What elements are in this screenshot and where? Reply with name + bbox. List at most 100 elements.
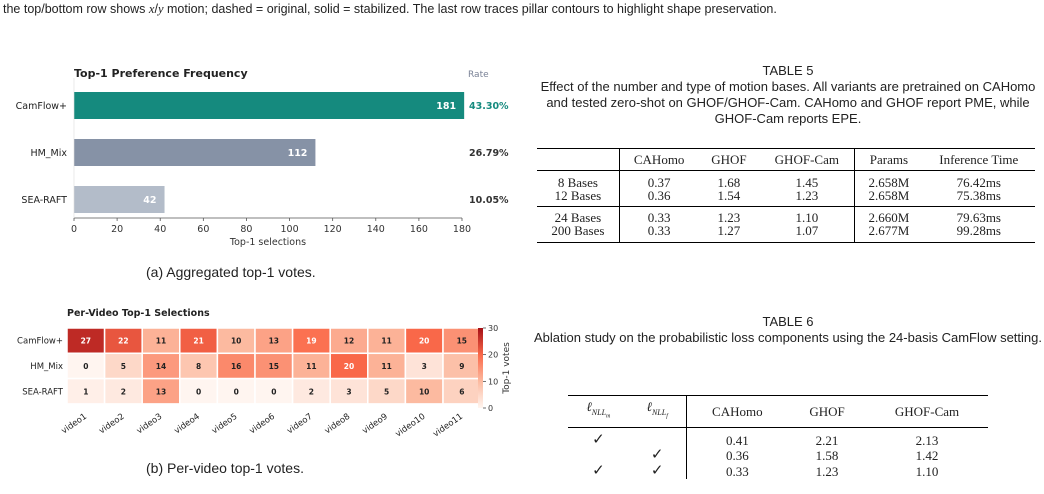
caption-b: (b) Per-video top-1 votes.	[146, 460, 304, 476]
cell-value: 9	[459, 362, 464, 371]
table5-cell: 0.37	[618, 170, 699, 189]
table5-header-cahomo: CAHomo	[618, 148, 699, 171]
table5-cell: 1.07	[795, 223, 819, 238]
bar	[74, 139, 316, 166]
cell-value: 1	[83, 387, 88, 396]
column-label: video4	[173, 412, 202, 437]
colorbar-label: Top-1 votes	[502, 342, 512, 395]
table5-cell: 1.23	[795, 188, 819, 203]
heatmap-title: Per-Video Top-1 Selections	[67, 308, 210, 319]
cell-value: 15	[457, 337, 467, 346]
table5-header-ghofcam: GHOF-Cam	[774, 152, 839, 167]
table5-cell: 1.23	[698, 206, 760, 224]
cell-value: 16	[231, 362, 241, 371]
table6-cell: 1.42	[915, 447, 939, 463]
rate-label: 26.79%	[469, 148, 509, 159]
heatmap-cell	[179, 327, 219, 355]
cell-value: 11	[156, 337, 166, 346]
table6-cell: 2.21	[815, 433, 839, 448]
figure-caption: the top/bottom row shows x/y motion; das…	[3, 2, 777, 16]
heatmap-cell	[442, 327, 482, 355]
cell-value: 13	[269, 337, 279, 346]
table-row: 200 Bases 0.33 1.27 1.07 2.677M 99.28ms	[537, 224, 1035, 243]
column-label: video3	[135, 412, 164, 437]
x-tick-label: 120	[324, 224, 342, 235]
cell-value: 0	[83, 362, 88, 371]
column-label: video1	[60, 412, 89, 437]
table6-header-loss-f: ℓNLLf	[646, 398, 668, 420]
chart-title: Top-1 Preference Frequency	[74, 67, 248, 80]
heatmap-cell	[66, 327, 106, 355]
x-tick-label: 80	[240, 224, 252, 235]
column-label: video9	[361, 412, 390, 437]
cell-value: 22	[118, 337, 128, 346]
heatmap-chart: Per-Video Top-1 Selections CamFlow+ 27 22 1…	[17, 308, 512, 440]
rate-label: 10.05%	[469, 195, 509, 206]
check-icon: ✓	[650, 462, 664, 479]
x-tick-label: 160	[410, 224, 428, 235]
cell-value: 11	[381, 337, 391, 346]
heatmap-cell	[329, 352, 369, 380]
category-label: SEA-RAFT	[21, 195, 67, 206]
table5-cell: 0.36	[618, 189, 699, 207]
heatmap-cell	[404, 377, 444, 405]
cell-value: 3	[346, 387, 351, 396]
colorbar-tick-label: 10	[488, 377, 498, 386]
cell-value: 20	[344, 362, 354, 371]
check-icon: ✓	[592, 432, 605, 448]
heatmap-cell	[66, 377, 106, 405]
table-row: ✓ 0.36 1.58 1.42	[568, 447, 988, 463]
table5-label: TABLE 5	[762, 63, 814, 78]
cell-value: 10	[419, 387, 429, 396]
cell-value: 5	[121, 362, 126, 371]
table5-cell: 0.33	[618, 224, 699, 243]
table6-cell: 0.36	[685, 447, 788, 463]
table5-cell: 79.63ms	[922, 206, 1035, 224]
heatmap-cell	[141, 352, 181, 380]
cell-value: 20	[419, 337, 429, 346]
check-icon: ✓	[592, 462, 605, 479]
table6-label: TABLE 6	[762, 314, 814, 329]
x-tick-label: 40	[154, 224, 166, 235]
table5-header-row: CAHomo GHOF GHOF-Cam Params Inference Ti…	[537, 148, 1035, 171]
table5-cell: 2.677M	[854, 224, 923, 243]
table6-cell: 0.41	[685, 427, 788, 447]
cell-value: 13	[156, 387, 166, 396]
table6-cell-empty	[629, 428, 686, 448]
bar-chart: Top-1 Preference Frequency Rate 0 20 40 60 8…	[16, 67, 509, 248]
x-tick-label: 140	[367, 224, 385, 235]
column-label: video7	[285, 412, 314, 437]
table6-cell: 1.23	[815, 463, 839, 479]
heatmap-cell	[291, 377, 331, 405]
table5-cell: 2.660M	[854, 206, 923, 224]
heatmap-cell	[254, 352, 294, 380]
row-label: SEA-RAFT	[22, 387, 64, 397]
bar	[74, 186, 165, 213]
cell-value: 0	[234, 387, 239, 396]
row-label: HM_Mix	[30, 362, 63, 372]
table5-cell: 200 Bases	[551, 223, 605, 238]
table6-header-ghof: GHOF	[809, 404, 845, 419]
column-label: video6	[248, 412, 277, 437]
table5-header-blank	[537, 149, 619, 171]
column-label: video5	[210, 412, 239, 437]
table6-caption: Ablation study on the probabilistic loss…	[534, 330, 1042, 345]
x-tick-label: 60	[197, 224, 209, 235]
cell-value: 19	[306, 337, 316, 346]
table5-cell: 1.10	[759, 206, 855, 224]
table6-header-loss-m: ℓNLLm	[586, 398, 611, 420]
table5-cell: 1.27	[717, 223, 741, 238]
bar-value-label: 112	[288, 148, 308, 159]
cell-value: 27	[81, 337, 91, 346]
colorbar-tick-label: 0	[488, 404, 493, 413]
column-label: video8	[323, 412, 352, 437]
column-label: video10	[394, 412, 428, 440]
table-row: 8 Bases 0.37 1.68 1.45 2.658M 76.42ms	[537, 170, 1035, 189]
row-label: CamFlow+	[17, 337, 63, 347]
cell-value: 21	[193, 337, 203, 346]
bar-value-label: 181	[436, 101, 456, 112]
bar-value-label: 42	[143, 195, 156, 206]
colorbar-tick-label: 20	[488, 351, 498, 360]
table5-cell: 12 Bases	[554, 188, 602, 203]
heatmap-cell	[442, 377, 482, 405]
